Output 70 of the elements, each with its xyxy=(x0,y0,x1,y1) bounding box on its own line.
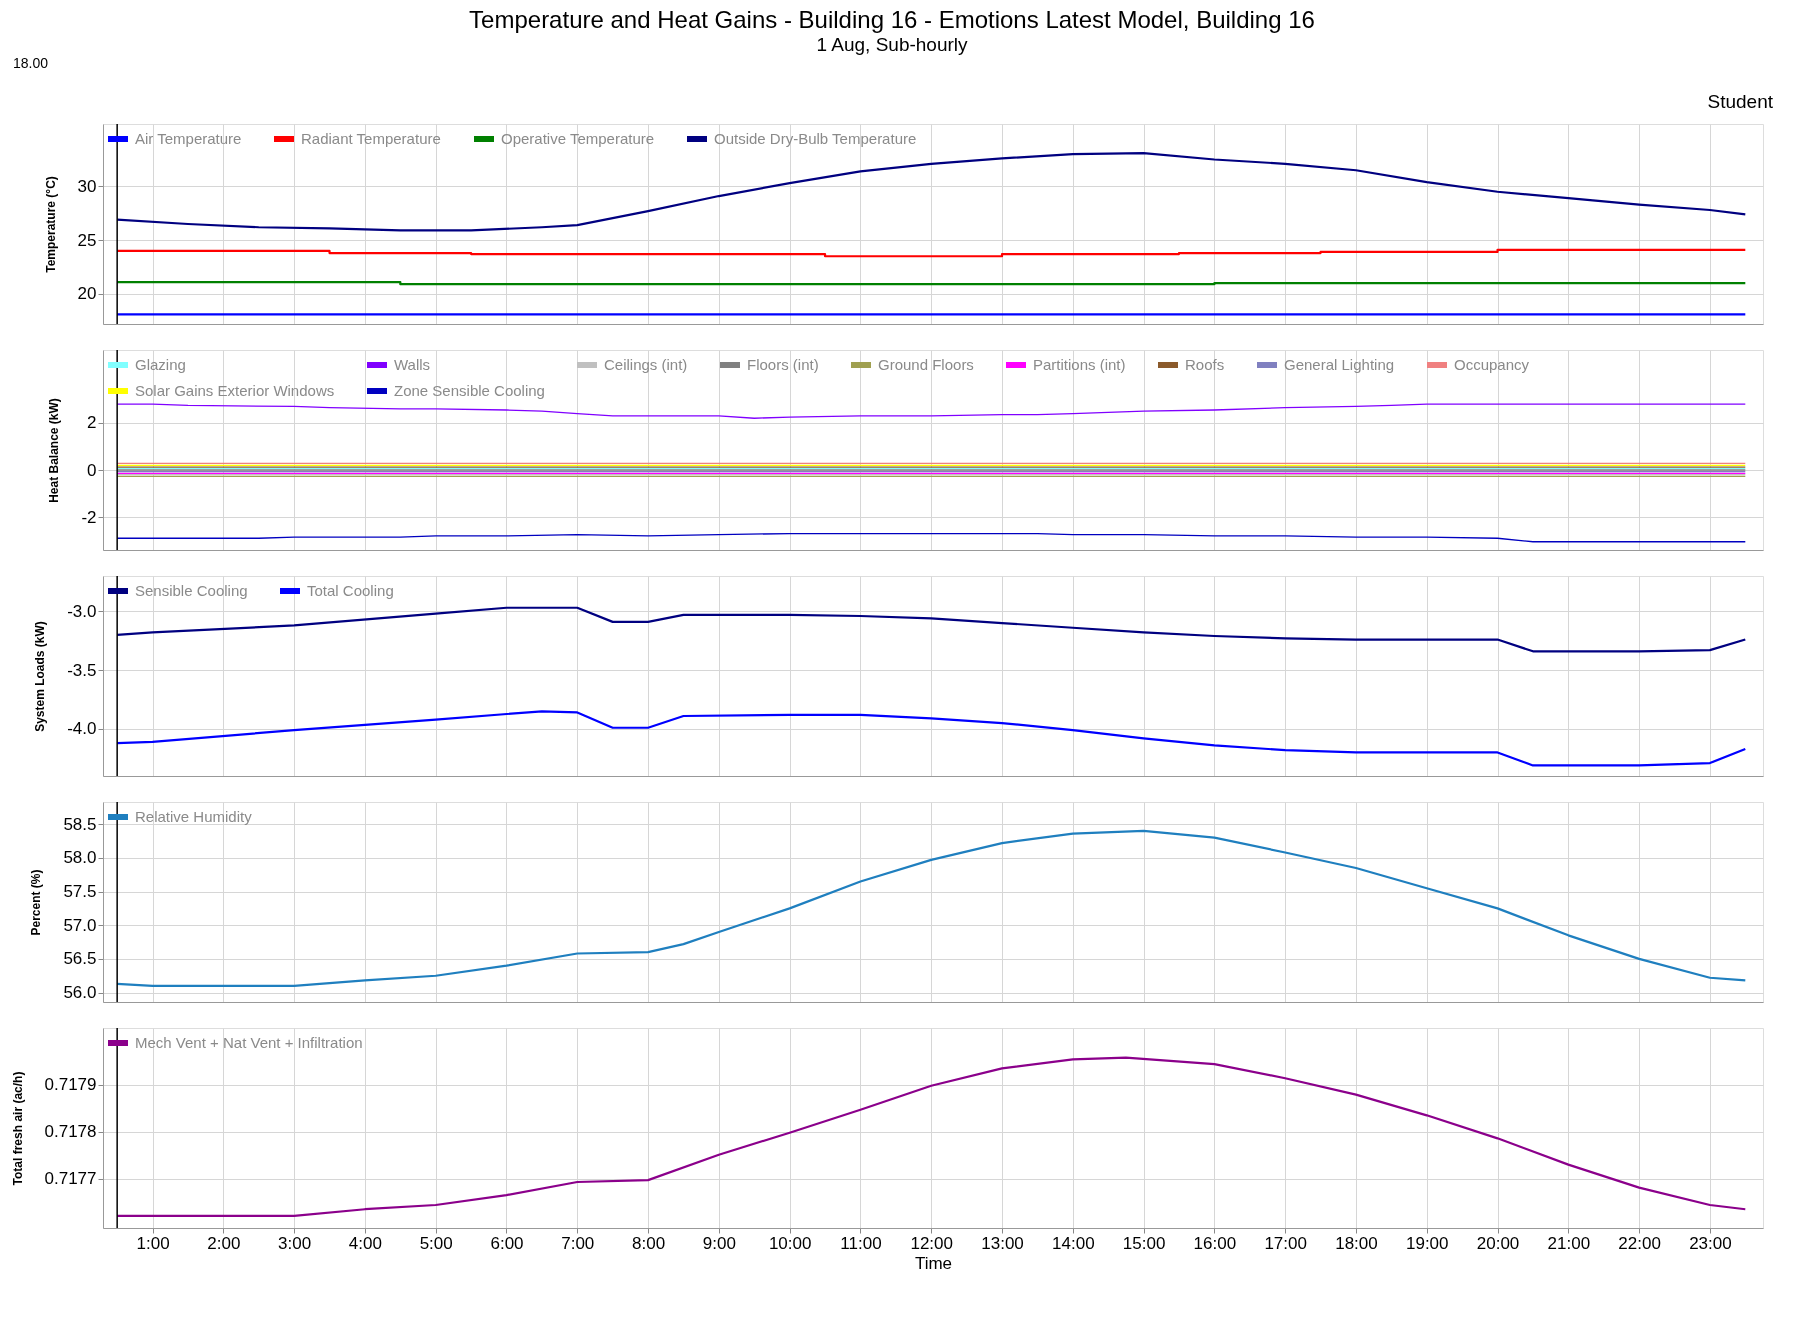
x-tick-label: 20:00 xyxy=(1476,1233,1520,1253)
y-tick-label: 0.7178 xyxy=(44,1122,97,1142)
y-axis-title: Heat Balance (kW) xyxy=(47,398,62,503)
y-tick-label: -3.0 xyxy=(67,601,97,621)
x-tick-label: 12:00 xyxy=(910,1233,953,1253)
y-tick-label: -3.5 xyxy=(67,660,97,680)
legend-label: Operative Temperature xyxy=(501,130,655,147)
x-tick-label: 6:00 xyxy=(490,1233,524,1253)
y-tick-label: 58.5 xyxy=(63,814,97,834)
legend-label: Outside Dry-Bulb Temperature xyxy=(714,130,917,147)
y-axis-title: System Loads (kW) xyxy=(33,621,48,732)
legend-label: Sensible Cooling xyxy=(135,582,248,599)
x-tick-label: 14:00 xyxy=(1052,1233,1095,1253)
legend-label: Solar Gains Exterior Windows xyxy=(135,382,335,399)
x-tick-label: 21:00 xyxy=(1547,1233,1591,1253)
y-tick-label: 57.0 xyxy=(63,915,97,935)
legend-label: Walls xyxy=(394,356,431,373)
x-tick-label: 18:00 xyxy=(1335,1233,1378,1253)
y-tick-label: 30 xyxy=(77,176,97,196)
legend-label: Zone Sensible Cooling xyxy=(394,382,545,399)
text: 18.00 xyxy=(13,55,49,71)
y-axis-title: Percent (%) xyxy=(29,869,44,936)
x-tick-label: 22:00 xyxy=(1618,1233,1661,1253)
x-tick-label: 4:00 xyxy=(348,1233,382,1253)
x-tick-label: 8:00 xyxy=(632,1233,666,1253)
chart-title: Temperature and Heat Gains - Building 16 - Emotions Latest Model, Building 16 xyxy=(469,5,1315,33)
y-tick-label: -2 xyxy=(81,507,97,527)
y-tick-label: 57.5 xyxy=(63,882,97,902)
y-tick-label: 56.0 xyxy=(63,983,97,1003)
y-tick-label: 0.7179 xyxy=(44,1075,97,1095)
y-tick-label: 56.5 xyxy=(63,949,97,969)
y-tick-label: 0 xyxy=(87,460,97,480)
x-tick-label: 13:00 xyxy=(981,1233,1024,1253)
x-tick-label: 9:00 xyxy=(702,1233,736,1253)
y-tick-label: 0.7177 xyxy=(44,1169,97,1189)
x-tick-label: 1:00 xyxy=(136,1233,170,1253)
legend-label: Occupancy xyxy=(1454,356,1530,373)
legend-label: Air Temperature xyxy=(135,130,242,147)
x-tick-label: 19:00 xyxy=(1405,1233,1449,1253)
x-tick-label: 17:00 xyxy=(1264,1233,1307,1253)
chart-subtitle: 1 Aug, Sub-hourly xyxy=(816,33,969,55)
legend-label: Radiant Temperature xyxy=(301,130,441,147)
legend-label: Glazing xyxy=(135,356,186,373)
legend-label: Ground Floors xyxy=(878,356,974,373)
x-tick-label: 3:00 xyxy=(278,1233,312,1253)
legend-label: Mech Vent + Nat Vent + Infiltration xyxy=(135,1034,363,1051)
legend-label: Roofs xyxy=(1185,356,1225,373)
y-tick-label: 25 xyxy=(77,230,97,250)
y-tick-label: 2 xyxy=(87,413,97,433)
y-axis-title: Temperature (°C) xyxy=(43,176,58,273)
x-tick-label: 16:00 xyxy=(1193,1233,1237,1253)
x-tick-label: 23:00 xyxy=(1689,1233,1732,1253)
legend-label: General Lighting xyxy=(1284,356,1395,373)
x-tick-label: 2:00 xyxy=(207,1233,241,1253)
legend-label: Floors (int) xyxy=(747,356,819,373)
legend-label: Relative Humidity xyxy=(135,808,253,825)
x-tick-label: 11:00 xyxy=(840,1233,882,1253)
x-tick-label: 7:00 xyxy=(561,1233,595,1253)
x-tick-label: 5:00 xyxy=(419,1233,453,1253)
x-tick-label: 10:00 xyxy=(768,1233,812,1253)
text: Student xyxy=(1707,91,1774,112)
legend-label: Ceilings (int) xyxy=(604,356,688,373)
y-tick-label: -4.0 xyxy=(67,719,97,739)
y-axis-title: Total fresh air (ac/h) xyxy=(10,1071,25,1186)
y-tick-label: 58.0 xyxy=(63,848,97,868)
legend-label: Partitions (int) xyxy=(1033,356,1126,373)
legend-label: Total Cooling xyxy=(307,582,394,599)
y-tick-label: 20 xyxy=(77,284,97,304)
x-axis-title: Time xyxy=(914,1253,953,1273)
x-tick-label: 15:00 xyxy=(1122,1233,1166,1253)
